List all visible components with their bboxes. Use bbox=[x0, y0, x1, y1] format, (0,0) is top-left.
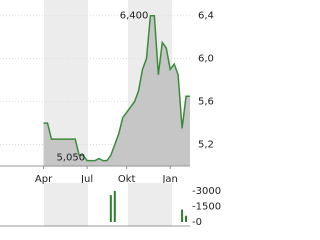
x-tick-label: Jan bbox=[161, 174, 177, 185]
annotation: 6,400 bbox=[120, 11, 149, 22]
y-tick-label: -0 bbox=[192, 217, 202, 228]
y-tick-label: -3000 bbox=[192, 186, 221, 197]
x-tick-label: Apr bbox=[35, 174, 53, 185]
y-tick-label: 5,2 bbox=[198, 140, 214, 151]
y-tick-label: 6,4 bbox=[198, 11, 214, 22]
price-line bbox=[43, 14, 190, 162]
volume-bar bbox=[181, 209, 184, 222]
chart: 5,2 5,6 6,0 6,4 Apr Jul Okt Jan 6,400 5,050 -0 -150… bbox=[0, 0, 221, 228]
y-tick-label: 5,6 bbox=[198, 97, 214, 108]
annotation: 5,050 bbox=[56, 153, 85, 164]
y-tick-label: 6,0 bbox=[198, 54, 214, 65]
volume-bar bbox=[113, 191, 116, 222]
volume-bar bbox=[185, 215, 188, 222]
area-fill bbox=[43, 15, 190, 166]
x-tick-label: Jul bbox=[80, 174, 93, 185]
period-band bbox=[128, 183, 172, 226]
period-band bbox=[44, 183, 88, 226]
volume-bar bbox=[109, 195, 112, 222]
x-tick-label: Okt bbox=[118, 174, 136, 185]
y-tick-label: -1500 bbox=[192, 202, 221, 213]
